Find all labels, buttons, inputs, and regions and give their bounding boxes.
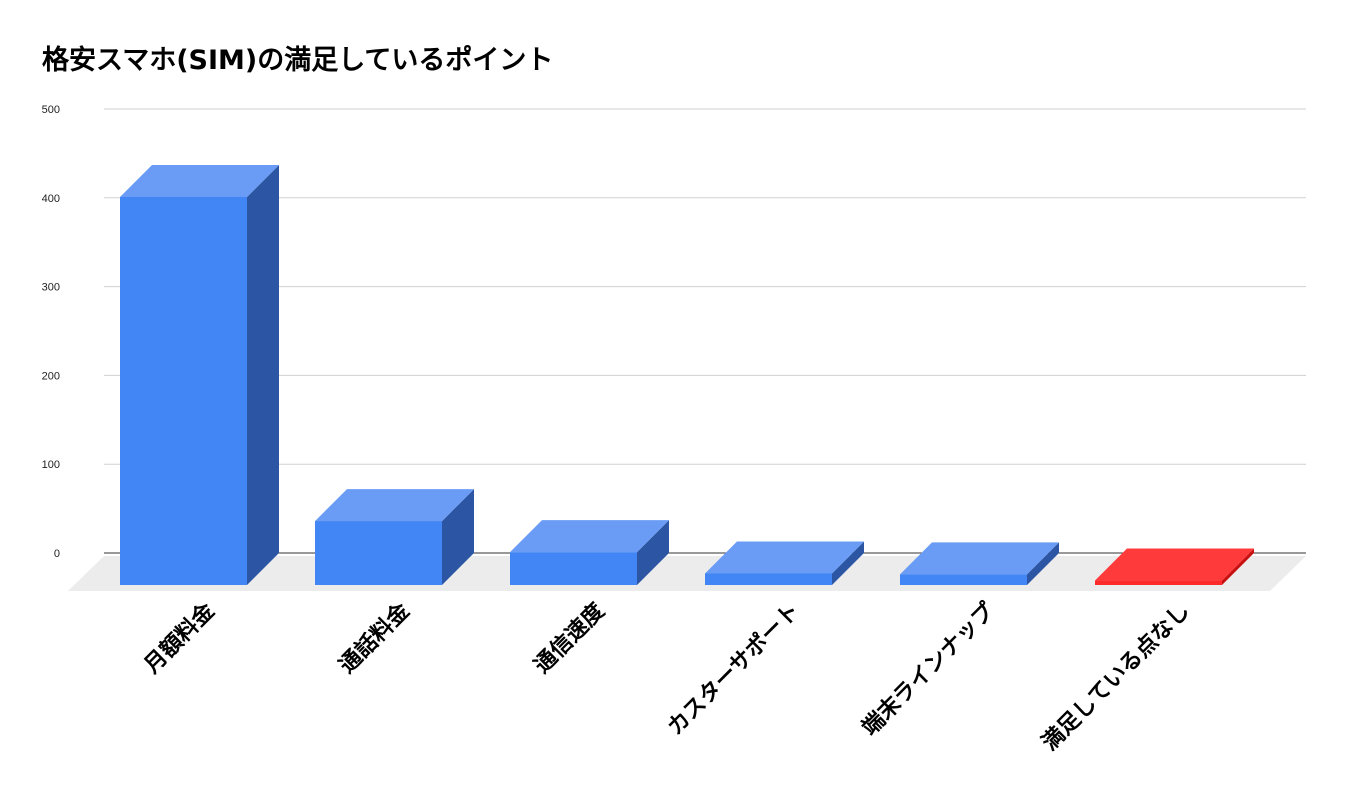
y-tick-label: 100 bbox=[42, 459, 60, 471]
y-tick-label: 0 bbox=[54, 548, 60, 560]
bar-side-face bbox=[247, 164, 279, 585]
x-category-label: 通信速度 bbox=[529, 597, 610, 678]
x-category-label: 満足している点なし bbox=[1037, 598, 1195, 756]
x-category-label: カスターサポート bbox=[662, 598, 805, 741]
x-category-label: 端末ラインナップ bbox=[858, 598, 1001, 741]
y-tick-label: 300 bbox=[42, 282, 60, 294]
bar-front-face bbox=[315, 521, 442, 585]
bar bbox=[120, 164, 279, 585]
chart-title: 格安スマホ(SIM)の満足しているポイント bbox=[42, 45, 554, 76]
bar-side-face bbox=[1222, 548, 1254, 585]
bar-front-face bbox=[900, 574, 1027, 585]
bar-side-face bbox=[1027, 542, 1059, 585]
y-axis: 0 100 200 300 400 500 bbox=[42, 104, 60, 560]
bar-front-face bbox=[510, 552, 637, 585]
bar-top-face bbox=[1095, 548, 1254, 581]
y-tick-label: 500 bbox=[42, 104, 60, 116]
y-tick-label: 400 bbox=[42, 193, 60, 205]
bar-side-face bbox=[442, 489, 474, 585]
bar-side-face bbox=[637, 520, 669, 585]
bar-top-face bbox=[900, 542, 1059, 575]
bar-front-face bbox=[1095, 580, 1222, 585]
bar bbox=[900, 542, 1059, 585]
bar bbox=[1095, 548, 1254, 585]
bars bbox=[120, 164, 1254, 585]
bar-front-face bbox=[120, 196, 247, 585]
bar-top-face bbox=[120, 164, 279, 197]
bar-front-face bbox=[705, 573, 832, 585]
y-tick-label: 200 bbox=[42, 370, 60, 382]
bar-side-face bbox=[832, 541, 864, 585]
bar bbox=[315, 489, 474, 585]
bar bbox=[705, 541, 864, 585]
bar-top-face bbox=[705, 541, 864, 574]
bar-top-face bbox=[315, 489, 474, 522]
x-axis-labels: 月額料金 通話料金 通信速度 カスターサポート 端末ラインナップ 満足している点なし bbox=[138, 597, 1194, 756]
bar-top-face bbox=[510, 520, 669, 553]
gridlines bbox=[104, 108, 1306, 554]
x-category-label: 通話料金 bbox=[334, 597, 415, 678]
bar bbox=[510, 520, 669, 585]
x-category-label: 月額料金 bbox=[138, 597, 220, 679]
